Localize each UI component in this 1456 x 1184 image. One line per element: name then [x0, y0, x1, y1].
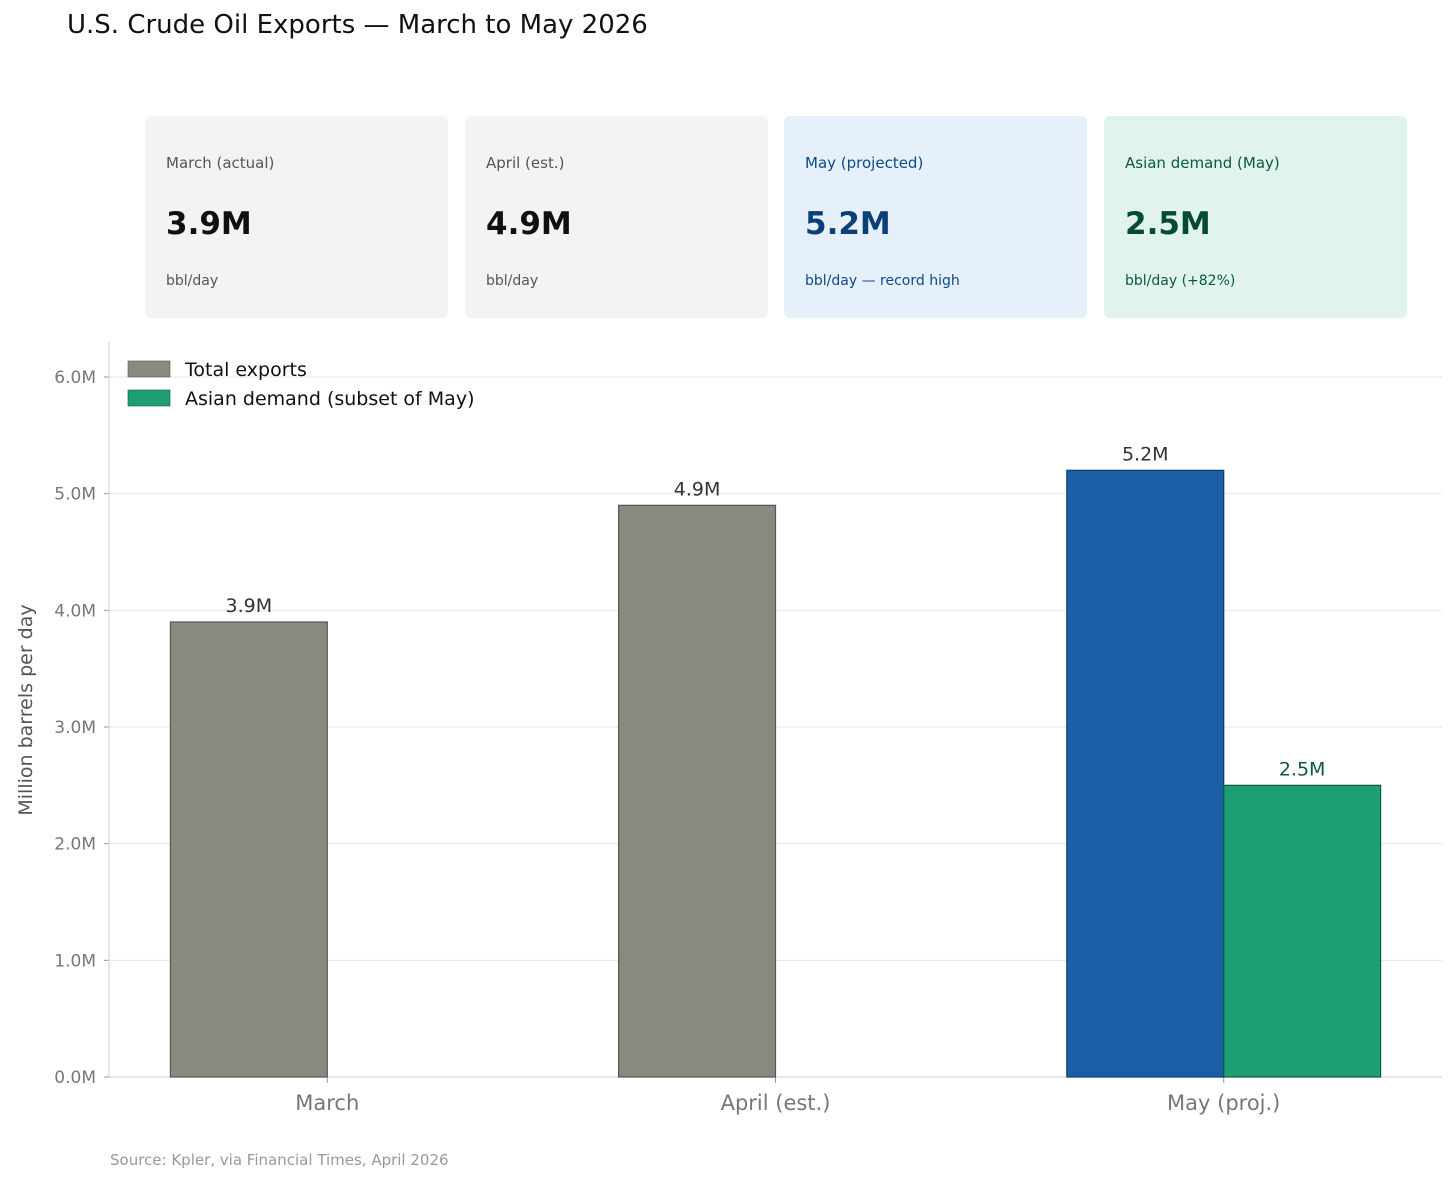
- x-tick-label: May (proj.): [1167, 1091, 1280, 1115]
- card-label: Asian demand (May): [1125, 154, 1280, 172]
- stat-card: March (actual) 3.9M bbl/day: [145, 116, 448, 318]
- y-tick-label: 2.0M: [54, 835, 96, 855]
- stat-card: May (projected) 5.2M bbl/day — record high: [784, 116, 1087, 318]
- source-note: Source: Kpler, via Financial Times, Apri…: [110, 1151, 449, 1169]
- card-subtext: bbl/day (+82%): [1125, 273, 1236, 289]
- card-subtext: bbl/day: [486, 273, 539, 289]
- card-value: 3.9M: [166, 206, 252, 242]
- card-label: May (projected): [805, 154, 924, 172]
- bar-value-label: 4.9M: [674, 478, 721, 500]
- card-value: 4.9M: [486, 206, 572, 242]
- bar: [169, 621, 328, 1078]
- y-tick-label: 4.0M: [54, 601, 96, 621]
- card-label: April (est.): [486, 154, 565, 172]
- bar: [1223, 784, 1382, 1078]
- y-tick-label: 3.0M: [54, 718, 96, 738]
- card-value: 5.2M: [805, 206, 891, 242]
- y-tick-label: 6.0M: [54, 368, 96, 388]
- card-label: March (actual): [166, 154, 275, 172]
- card-value: 2.5M: [1125, 206, 1211, 242]
- y-axis-label: Million barrels per day: [15, 604, 37, 815]
- bar: [618, 504, 777, 1078]
- bar-value-label: 2.5M: [1279, 758, 1326, 780]
- legend-label: Asian demand (subset of May): [185, 388, 474, 410]
- y-tick-label: 1.0M: [54, 951, 96, 971]
- x-tick-label: March: [295, 1091, 359, 1115]
- bar-value-label: 3.9M: [226, 595, 273, 617]
- bar-value-label: 5.2M: [1122, 443, 1169, 465]
- stat-card: Asian demand (May) 2.5M bbl/day (+82%): [1104, 116, 1407, 318]
- y-tick-label: 5.0M: [54, 485, 96, 505]
- card-subtext: bbl/day: [166, 273, 219, 289]
- legend-swatch: [127, 389, 171, 407]
- bar: [1066, 469, 1225, 1078]
- chart-title: U.S. Crude Oil Exports — March to May 20…: [67, 10, 648, 40]
- legend-swatch: [127, 360, 171, 378]
- stat-card: April (est.) 4.9M bbl/day: [465, 116, 768, 318]
- y-tick-label: 0.0M: [54, 1068, 96, 1088]
- card-subtext: bbl/day — record high: [805, 273, 960, 289]
- x-tick-label: April (est.): [721, 1091, 831, 1115]
- legend-label: Total exports: [184, 359, 307, 381]
